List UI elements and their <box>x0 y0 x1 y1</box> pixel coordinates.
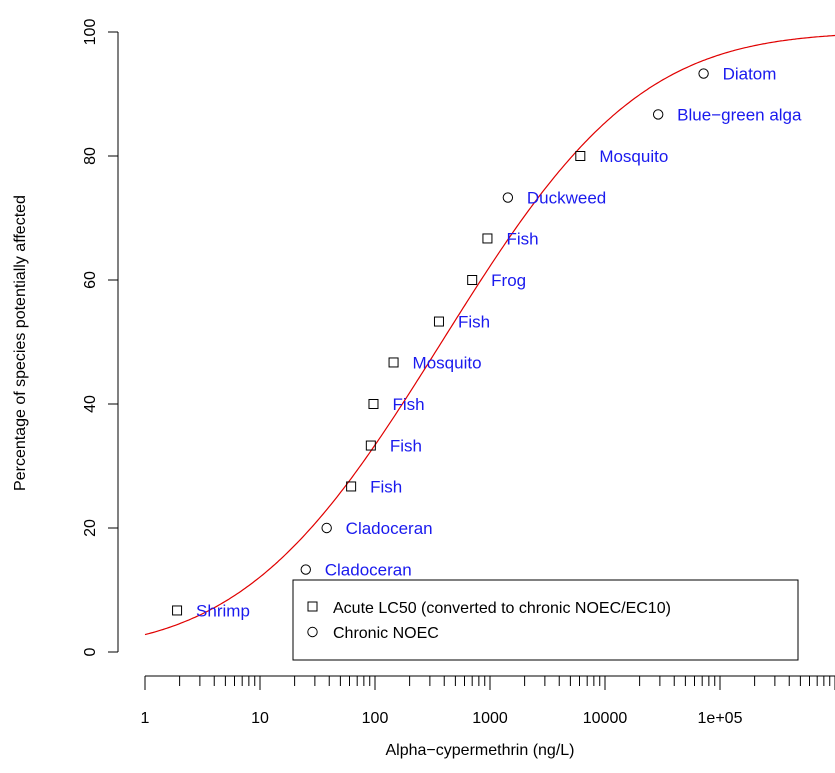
species-label: Frog <box>491 271 526 290</box>
y-tick-label: 20 <box>82 519 99 537</box>
species-label: Fish <box>392 395 424 414</box>
y-axis-title: Percentage of species potentially affect… <box>12 195 29 491</box>
y-tick-label: 0 <box>82 647 99 656</box>
point-circle <box>652 109 664 120</box>
point-square <box>346 481 357 492</box>
species-label: Fish <box>506 229 538 248</box>
x-tick-label: 1000 <box>472 710 508 727</box>
legend-label-chronic: Chronic NOEC <box>333 625 439 642</box>
point-square <box>388 357 399 368</box>
x-axis-title: Alpha−cypermethrin (ng/L) <box>386 742 575 759</box>
point-circle <box>300 564 311 575</box>
species-label: Cladoceran <box>346 519 433 538</box>
species-label: Mosquito <box>413 353 482 372</box>
point-square <box>433 316 444 327</box>
point-square <box>575 151 586 161</box>
species-label: Shrimp <box>196 601 250 620</box>
x-axis-ticks: 1 10 100 1000 10000 1e+05 <box>141 676 835 727</box>
y-tick-label: 40 <box>82 395 99 413</box>
y-axis-ticks: 0 20 40 60 80 100 <box>82 19 118 656</box>
point-square <box>172 605 183 616</box>
legend-circle-icon <box>307 626 318 638</box>
legend: Acute LC50 (converted to chronic NOEC/EC… <box>292 579 799 661</box>
x-tick-label: 100 <box>362 710 389 727</box>
point-circle <box>321 522 332 534</box>
species-label: Mosquito <box>599 147 668 166</box>
x-tick-label: 10000 <box>583 710 628 727</box>
point-square <box>368 399 379 409</box>
x-tick-label: 1e+05 <box>698 710 743 727</box>
x-axis: 1 10 100 1000 10000 1e+05 <box>141 675 835 727</box>
species-label: Duckweed <box>527 189 606 208</box>
point-square <box>482 233 493 244</box>
point-square <box>467 275 478 285</box>
data-points: Shrimp Cladoceran Cladoceran Fish Fish Fish Mo… <box>172 65 802 620</box>
x-tick-label: 1 <box>141 710 150 727</box>
species-label: Fish <box>390 437 422 456</box>
point-circle <box>502 192 514 203</box>
fitted-curve <box>144 34 835 636</box>
y-tick-label: 60 <box>82 271 99 289</box>
y-tick-label: 80 <box>82 147 99 165</box>
species-label: Fish <box>458 313 490 332</box>
legend-label-acute: Acute LC50 (converted to chronic NOEC/EC… <box>333 600 671 617</box>
legend-square-icon <box>307 601 318 612</box>
point-circle <box>698 68 709 79</box>
species-label: Fish <box>370 477 402 496</box>
legend-box <box>292 579 799 661</box>
species-label: Blue−green alga <box>677 105 802 124</box>
species-label: Cladoceran <box>325 561 412 580</box>
x-tick-label: 10 <box>251 710 269 727</box>
y-tick-label: 100 <box>82 19 99 46</box>
point-square <box>365 440 376 451</box>
species-label: Diatom <box>723 65 777 84</box>
y-axis: 0 20 40 60 80 100 <box>82 19 119 656</box>
